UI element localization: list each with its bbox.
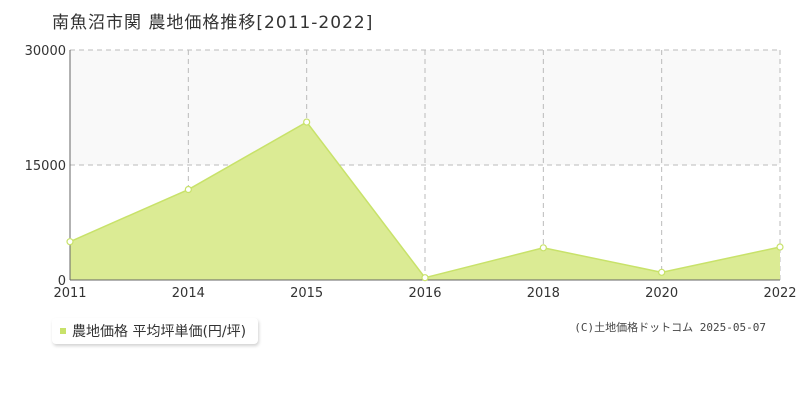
- chart-title: 南魚沼市関 農地価格推移[2011-2022]: [52, 13, 374, 33]
- data-point: [66, 238, 74, 246]
- y-tick-label: 30000: [25, 44, 66, 59]
- legend-swatch: [60, 328, 66, 334]
- data-point: [184, 185, 192, 194]
- area-chart: 0 15000 30000 2011 2014 2015 2016 2018 2020 2022: [25, 44, 797, 301]
- x-tick-label: 2020: [645, 286, 678, 301]
- x-tick-label: 2015: [290, 286, 323, 301]
- y-tick-label: 0: [58, 274, 66, 289]
- data-point: [776, 243, 784, 251]
- data-point: [421, 274, 429, 282]
- x-tick-label: 2011: [53, 286, 86, 301]
- x-tick-label: 2022: [763, 286, 796, 301]
- series-area: [70, 122, 780, 280]
- legend-label: 農地価格 平均坪単価(円/坪): [72, 324, 247, 340]
- data-point: [658, 268, 666, 276]
- x-tick-label: 2014: [172, 286, 205, 301]
- legend[interactable]: 農地価格 平均坪単価(円/坪): [52, 318, 259, 344]
- y-tick-label: 15000: [25, 159, 66, 174]
- data-point: [539, 244, 547, 252]
- x-tick-label: 2018: [527, 286, 560, 301]
- x-tick-label: 2016: [408, 286, 441, 301]
- data-point: [303, 118, 311, 126]
- copyright-text: (C)土地価格ドットコム 2025-05-07: [574, 321, 766, 334]
